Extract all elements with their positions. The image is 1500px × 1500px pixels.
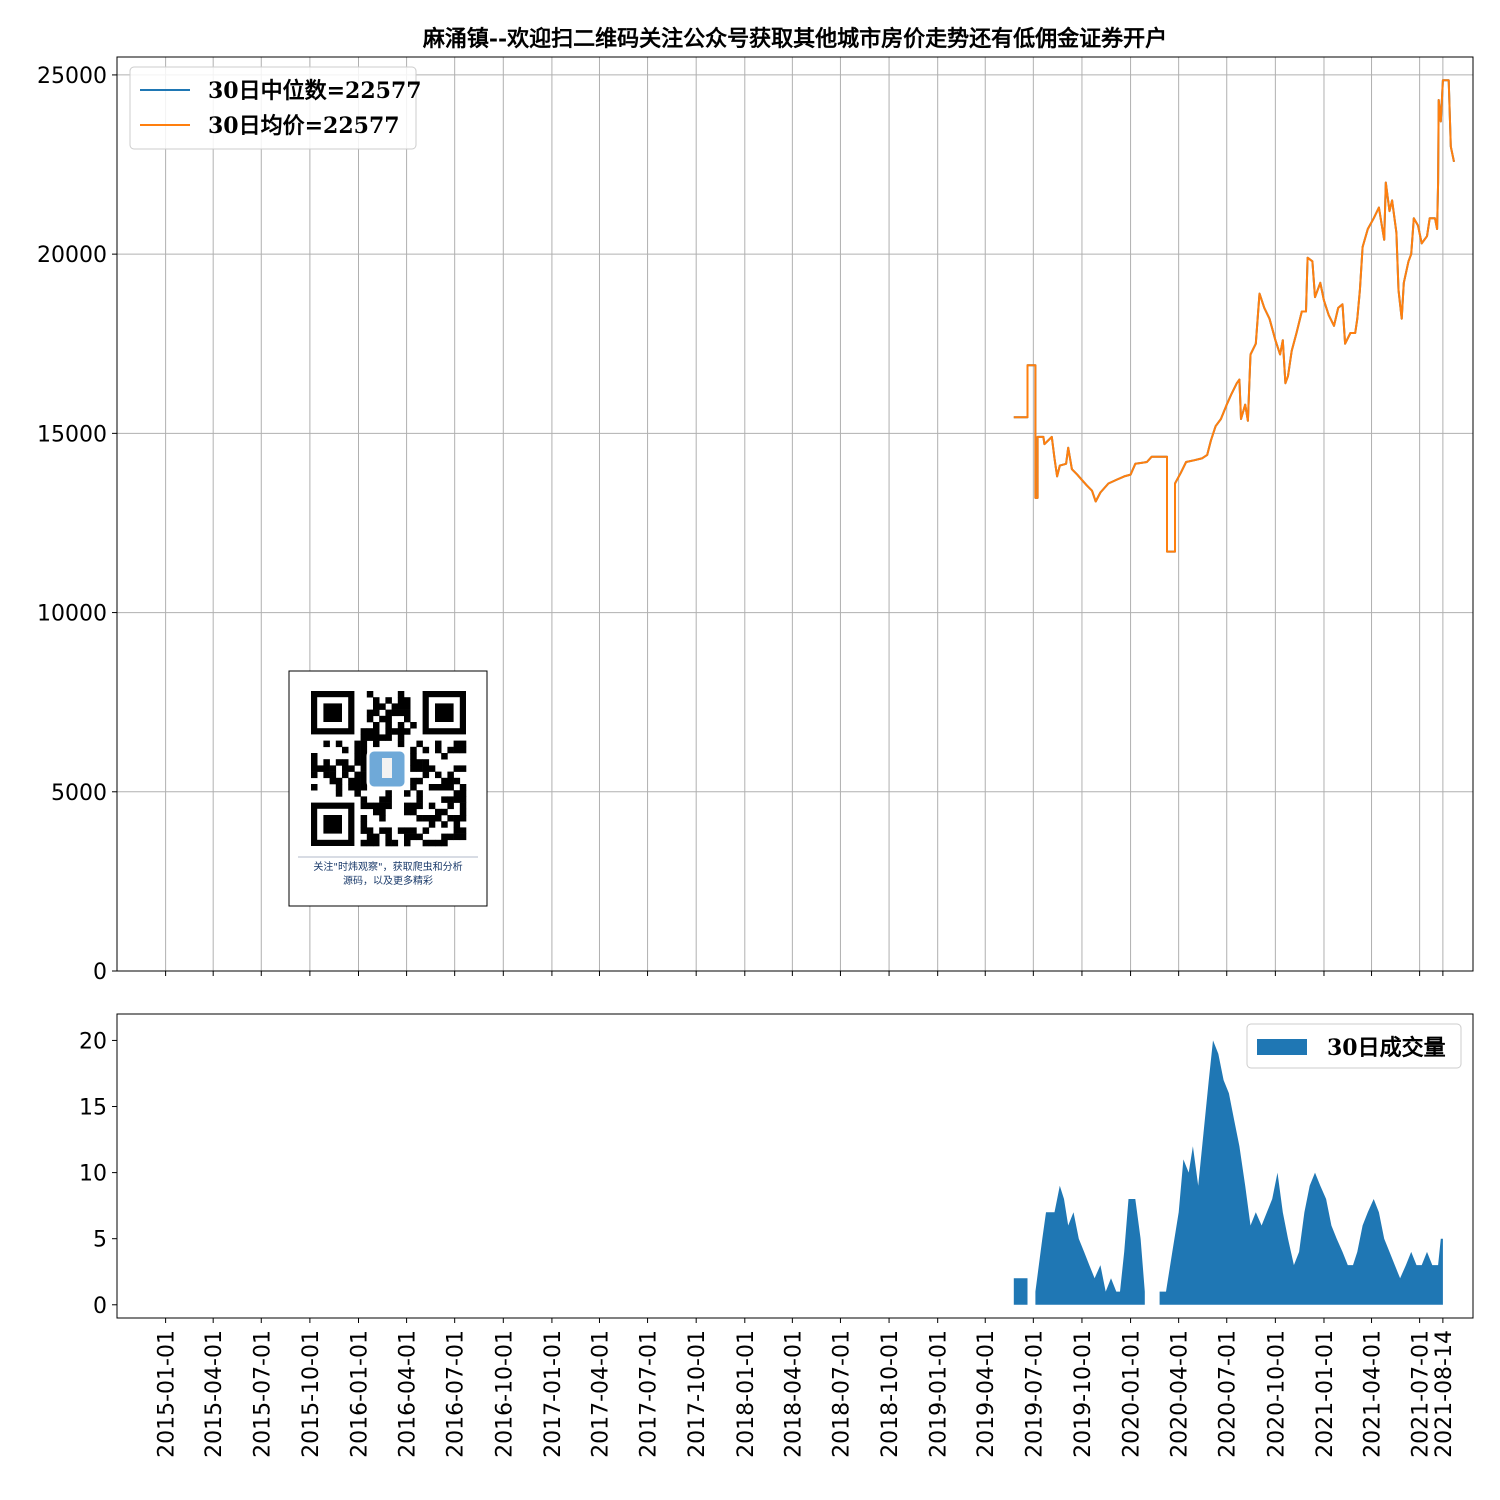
volume-y-tick-label: 20 [79, 1029, 107, 1054]
x-tick-label: 2016-10-01 [492, 1330, 517, 1458]
x-tick-label: 2020-04-01 [1168, 1330, 1193, 1458]
price-y-tick-label: 0 [93, 960, 107, 985]
x-tick-label: 2018-07-01 [829, 1330, 854, 1458]
legend-swatch-volume [1257, 1039, 1307, 1055]
x-tick-label: 2021-07-01 [1409, 1330, 1434, 1458]
price-legend: 30日中位数=22577 30日均价=22577 [129, 66, 422, 150]
volume-y-tick-label: 5 [93, 1228, 107, 1253]
x-tick-label: 2020-01-01 [1120, 1330, 1145, 1458]
x-tick-label: 2020-10-01 [1264, 1330, 1289, 1458]
x-tick-label: 2015-01-01 [155, 1330, 180, 1458]
x-tick-label: 2015-04-01 [202, 1330, 227, 1458]
price-series-layer [1013, 79, 1455, 553]
volume-series-layer [1013, 1040, 1443, 1305]
price-y-tick-label: 10000 [37, 602, 107, 627]
qr-caption-line1: 关注"时炜观察"，获取爬虫和分析 [313, 860, 462, 873]
price-y-tick-label: 5000 [51, 781, 107, 806]
x-tick-label: 2015-10-01 [299, 1330, 324, 1458]
x-tick-label: 2019-04-01 [974, 1330, 999, 1458]
x-tick-label: 2021-04-01 [1361, 1330, 1386, 1458]
legend-label-mean: 30日均价=22577 [208, 113, 400, 139]
x-tick-label: 2018-04-01 [781, 1330, 806, 1458]
price-y-tick-label: 20000 [37, 243, 107, 268]
volume-y-tick-label: 0 [93, 1294, 107, 1319]
x-tick-label: 2018-01-01 [734, 1330, 759, 1458]
x-tick-label: 2016-04-01 [396, 1330, 421, 1458]
legend-label-median: 30日中位数=22577 [208, 78, 422, 104]
x-tick-label: 2020-07-01 [1216, 1330, 1241, 1458]
x-tick-label: 2021-01-01 [1313, 1330, 1338, 1458]
x-tick-label: 2015-07-01 [250, 1330, 275, 1458]
date-x-axis: 2015-01-01 2015-04-01 2015-07-01 2015-10-01… [155, 971, 1457, 1458]
qr-code-panel: 关注"时炜观察"，获取爬虫和分析 源码，以及更多精彩 [288, 670, 488, 907]
x-tick-label: 2018-10-01 [878, 1330, 903, 1458]
qr-code [311, 691, 467, 847]
x-tick-label: 2017-01-01 [541, 1330, 566, 1458]
mean-price-line [1013, 79, 1455, 553]
x-tick-label: 2019-07-01 [1022, 1330, 1047, 1458]
x-tick-label: 2019-10-01 [1071, 1330, 1096, 1458]
x-tick-label: 2017-04-01 [588, 1330, 613, 1458]
price-plot-frame [116, 56, 1474, 972]
volume-legend: 30日成交量 [1246, 1023, 1462, 1069]
price-y-axis: 0 5000 10000 15000 20000 25000 [37, 64, 117, 985]
volume-y-tick-label: 15 [79, 1096, 107, 1121]
price-y-tick-label: 15000 [37, 422, 107, 447]
volume-y-axis: 0 5 10 15 20 [79, 1029, 117, 1319]
volume-plot-frame [116, 1013, 1474, 1319]
x-tick-label: 2021-08-14 [1432, 1330, 1457, 1458]
chart-title: 麻涌镇--欢迎扫二维码关注公众号获取其他城市房价走势还有低佣金证券开户 [422, 26, 1167, 52]
x-tick-label: 2016-07-01 [444, 1330, 469, 1458]
x-tick-label: 2017-10-01 [685, 1330, 710, 1458]
price-y-tick-label: 25000 [37, 64, 107, 89]
volume-y-tick-label: 10 [79, 1162, 107, 1187]
price-grid [117, 57, 1473, 972]
legend-label-volume: 30日成交量 [1327, 1035, 1446, 1061]
volume-area [1013, 1040, 1443, 1305]
x-tick-label: 2016-01-01 [348, 1330, 373, 1458]
x-tick-label: 2017-07-01 [637, 1330, 662, 1458]
x-tick-label: 2019-01-01 [927, 1330, 952, 1458]
qr-caption-line2: 源码，以及更多精彩 [343, 874, 433, 887]
